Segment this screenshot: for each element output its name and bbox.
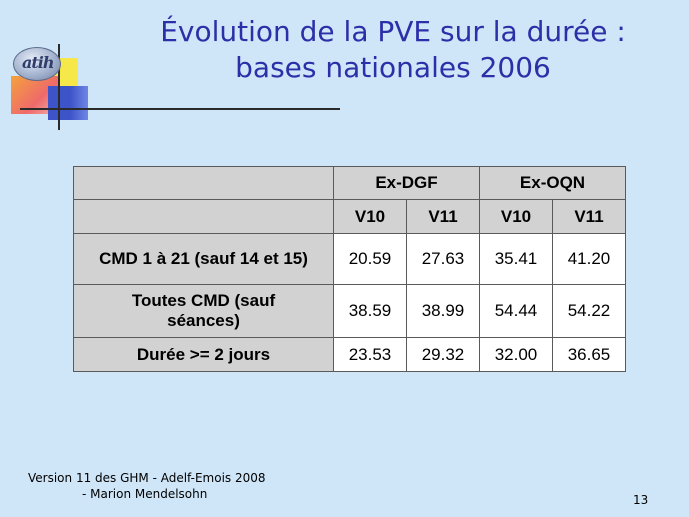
row-label: CMD 1 à 21 (sauf 14 et 15) <box>73 233 334 285</box>
sub-header-dgf-v11: V11 <box>406 199 480 234</box>
footer-line-1: Version 11 des GHM - Adelf-Emois 2008 <box>28 471 266 485</box>
table-sub-corner-cell <box>73 199 334 234</box>
table-cell: 38.59 <box>333 284 407 338</box>
table-cell: 54.44 <box>479 284 553 338</box>
page-title: Évolution de la PVE sur la durée : bases… <box>150 14 636 86</box>
table-corner-cell <box>73 166 334 200</box>
table-cell: 35.41 <box>479 233 553 285</box>
table-row: Durée >= 2 jours 23.53 29.32 32.00 36.65 <box>73 337 626 372</box>
pve-table: Ex-DGF Ex-OQN V10 V11 V10 V11 CMD 1 à 21… <box>73 166 626 372</box>
table-cell: 29.32 <box>406 337 480 372</box>
table-cell: 20.59 <box>333 233 407 285</box>
footer-line-2: - Marion Mendelsohn <box>82 487 208 501</box>
table-cell: 41.20 <box>552 233 626 285</box>
row-label: Durée >= 2 jours <box>73 337 334 372</box>
group-header-ex-oqn: Ex-OQN <box>479 166 626 200</box>
logo-blue-square <box>48 86 88 120</box>
sub-header-oqn-v11: V11 <box>552 199 626 234</box>
table-group-header-row: Ex-DGF Ex-OQN <box>73 166 626 200</box>
table-cell: 32.00 <box>479 337 553 372</box>
logo-emblem: atih <box>13 47 61 81</box>
table-sub-header-row: V10 V11 V10 V11 <box>73 199 626 234</box>
logo-text: atih <box>22 53 54 72</box>
table-cell: 27.63 <box>406 233 480 285</box>
title-line-2: bases nationales 2006 <box>235 51 551 84</box>
table-row: CMD 1 à 21 (sauf 14 et 15) 20.59 27.63 3… <box>73 233 626 285</box>
logo-vertical-line <box>58 44 60 130</box>
sub-header-dgf-v10: V10 <box>333 199 407 234</box>
table-cell: 36.65 <box>552 337 626 372</box>
sub-header-oqn-v10: V10 <box>479 199 553 234</box>
logo-horizontal-line <box>20 108 340 110</box>
table-cell: 38.99 <box>406 284 480 338</box>
group-header-ex-dgf: Ex-DGF <box>333 166 480 200</box>
title-line-1: Évolution de la PVE sur la durée : <box>160 15 626 48</box>
row-label: Toutes CMD (sauf séances) <box>73 284 334 338</box>
footer-credit: Version 11 des GHM - Adelf-Emois 2008 - … <box>28 470 266 502</box>
table-row: Toutes CMD (sauf séances) 38.59 38.99 54… <box>73 284 626 338</box>
table-cell: 23.53 <box>333 337 407 372</box>
page-number: 13 <box>633 493 649 507</box>
table-cell: 54.22 <box>552 284 626 338</box>
atih-logo: atih <box>8 40 340 130</box>
